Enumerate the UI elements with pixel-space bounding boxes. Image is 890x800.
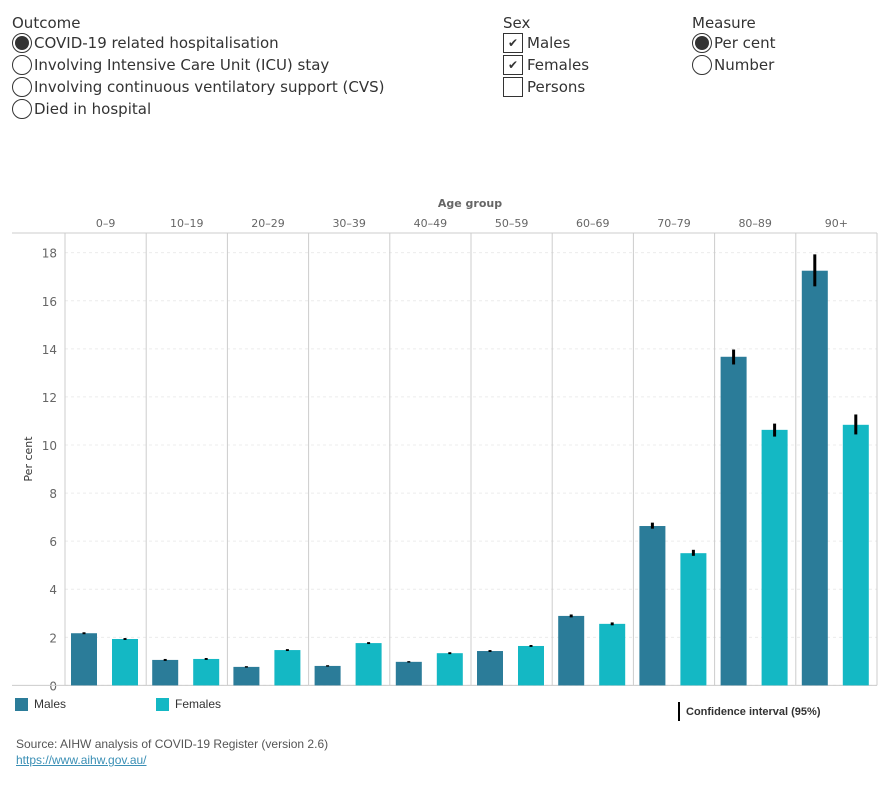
bar-females[interactable] bbox=[518, 645, 544, 686]
legend-ci-label: Confidence interval (95%) bbox=[686, 705, 821, 718]
sex-option[interactable]: ✔ Males bbox=[503, 32, 589, 54]
x-tick-label: 70–79 bbox=[657, 217, 691, 230]
y-tick-label: 10 bbox=[42, 439, 57, 453]
bar-males[interactable] bbox=[152, 659, 179, 686]
bar-chart: Age group Per cent 0 2 4 6 8 10 12 14 16 18 0–9 10–… bbox=[12, 197, 878, 693]
bar-females[interactable] bbox=[355, 643, 382, 686]
measure-filter-title: Measure bbox=[692, 14, 756, 32]
radio-button-icon[interactable] bbox=[692, 33, 712, 53]
x-axis-title: Age group bbox=[438, 197, 502, 210]
bar-males[interactable] bbox=[558, 615, 585, 686]
x-tick-label: 30–39 bbox=[332, 217, 366, 230]
checkbox-icon[interactable]: ✔ bbox=[503, 33, 523, 53]
outcome-option-label: Involving continuous ventilatory support… bbox=[34, 78, 385, 96]
bar-females[interactable] bbox=[599, 623, 626, 686]
y-tick-label: 18 bbox=[42, 247, 57, 261]
legend-males: Males bbox=[15, 697, 66, 711]
x-tick-label: 50–59 bbox=[495, 217, 529, 230]
source-note: Source: AIHW analysis of COVID-19 Regist… bbox=[16, 737, 329, 751]
x-tick-label: 80–89 bbox=[738, 217, 772, 230]
outcome-option[interactable]: Died in hospital bbox=[12, 98, 384, 120]
ci-mark-icon bbox=[678, 702, 680, 721]
x-tick-label: 40–49 bbox=[414, 217, 448, 230]
y-tick-label: 12 bbox=[42, 391, 57, 405]
radio-button-icon[interactable] bbox=[12, 55, 32, 75]
y-tick-label: 4 bbox=[49, 583, 57, 597]
radio-button-icon[interactable] bbox=[12, 33, 32, 53]
outcome-option-label: Involving Intensive Care Unit (ICU) stay bbox=[34, 56, 330, 74]
x-tick-label: 90+ bbox=[825, 217, 848, 230]
bar-females[interactable] bbox=[680, 553, 707, 686]
x-tick-label: 60–69 bbox=[576, 217, 610, 230]
bar-males[interactable] bbox=[71, 633, 97, 686]
y-tick-label: 16 bbox=[42, 295, 57, 309]
y-tick-label: 14 bbox=[42, 343, 57, 357]
measure-option[interactable]: Per cent bbox=[692, 32, 776, 54]
bar-females[interactable] bbox=[274, 650, 301, 686]
bar-females[interactable] bbox=[761, 429, 788, 686]
bar-females[interactable] bbox=[436, 653, 463, 686]
outcome-option[interactable]: COVID-19 related hospitalisation bbox=[12, 32, 384, 54]
bar-males[interactable] bbox=[720, 356, 747, 686]
bar-males[interactable] bbox=[477, 651, 503, 686]
y-tick-label: 8 bbox=[49, 487, 57, 501]
outcome-option-label: COVID-19 related hospitalisation bbox=[34, 34, 279, 52]
males-swatch bbox=[15, 697, 28, 711]
bar-females[interactable] bbox=[842, 424, 869, 686]
sex-option-label: Males bbox=[527, 34, 571, 52]
bar-females[interactable] bbox=[112, 639, 138, 686]
outcome-filter-title: Outcome bbox=[12, 14, 81, 32]
bar-males[interactable] bbox=[639, 526, 666, 686]
bar-females[interactable] bbox=[193, 658, 220, 686]
bar-males[interactable] bbox=[395, 661, 422, 686]
legend-males-label: Males bbox=[34, 697, 67, 711]
x-tick-label: 10–19 bbox=[170, 217, 204, 230]
sex-option[interactable]: Persons bbox=[503, 76, 589, 98]
outcome-filter: Outcome COVID-19 related hospitalisation… bbox=[12, 14, 384, 120]
sex-filter: Sex ✔ Males ✔ Females Persons bbox=[503, 14, 589, 98]
outcome-option-label: Died in hospital bbox=[34, 100, 152, 118]
source-link[interactable]: https://www.aihw.gov.au/ bbox=[16, 753, 147, 767]
sex-filter-title: Sex bbox=[503, 14, 531, 32]
outcome-option[interactable]: Involving Intensive Care Unit (ICU) stay bbox=[12, 54, 384, 76]
y-axis-title: Per cent bbox=[22, 436, 35, 482]
measure-option-label: Number bbox=[714, 56, 775, 74]
radio-button-icon[interactable] bbox=[692, 55, 712, 75]
measure-option[interactable]: Number bbox=[692, 54, 776, 76]
y-tick-label: 6 bbox=[49, 535, 57, 549]
bar-males[interactable] bbox=[233, 666, 260, 686]
checkbox-icon[interactable]: ✔ bbox=[503, 55, 523, 75]
measure-filter: Measure Per cent Number bbox=[692, 14, 776, 76]
x-tick-label: 0–9 bbox=[96, 217, 116, 230]
radio-button-icon[interactable] bbox=[12, 99, 32, 119]
legend-females: Females bbox=[156, 697, 221, 711]
y-tick-label: 2 bbox=[49, 631, 57, 645]
radio-button-icon[interactable] bbox=[12, 77, 32, 97]
x-tick-label: 20–29 bbox=[251, 217, 285, 230]
bar-males[interactable] bbox=[801, 270, 828, 686]
measure-option-label: Per cent bbox=[714, 34, 776, 52]
females-swatch bbox=[156, 697, 169, 711]
legend-ci: Confidence interval (95%) bbox=[678, 702, 820, 721]
sex-option-label: Females bbox=[527, 56, 590, 74]
outcome-option[interactable]: Involving continuous ventilatory support… bbox=[12, 76, 384, 98]
sex-option[interactable]: ✔ Females bbox=[503, 54, 589, 76]
y-tick-label: 0 bbox=[49, 679, 57, 693]
bar-males[interactable] bbox=[314, 665, 341, 686]
sex-option-label: Persons bbox=[527, 78, 586, 96]
legend-females-label: Females bbox=[175, 697, 222, 711]
checkbox-icon[interactable] bbox=[503, 77, 523, 97]
